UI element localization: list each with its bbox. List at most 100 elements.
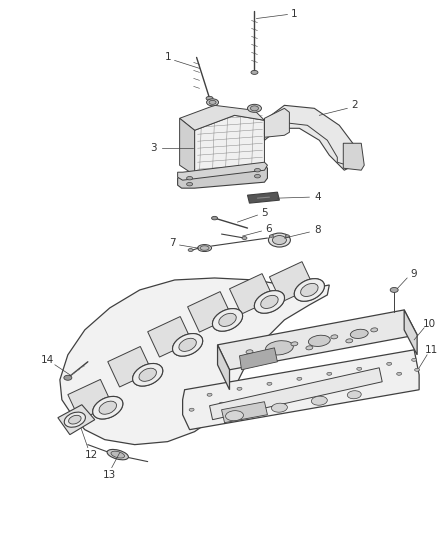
Ellipse shape (189, 408, 194, 411)
Ellipse shape (249, 397, 254, 400)
Text: 7: 7 (170, 238, 176, 248)
Polygon shape (180, 118, 194, 175)
Ellipse shape (212, 309, 243, 331)
Ellipse shape (251, 70, 258, 75)
Ellipse shape (246, 350, 253, 354)
Text: 4: 4 (314, 192, 321, 202)
Ellipse shape (212, 216, 218, 220)
Ellipse shape (297, 377, 302, 380)
Polygon shape (108, 346, 152, 387)
Ellipse shape (412, 358, 417, 361)
Ellipse shape (99, 401, 117, 415)
Text: 5: 5 (261, 208, 268, 218)
Polygon shape (60, 278, 329, 445)
Ellipse shape (111, 451, 124, 458)
Ellipse shape (294, 279, 325, 301)
Ellipse shape (339, 382, 344, 385)
Polygon shape (148, 317, 192, 357)
Ellipse shape (254, 290, 285, 313)
Ellipse shape (207, 393, 212, 396)
Ellipse shape (247, 104, 261, 112)
Polygon shape (240, 348, 277, 370)
Ellipse shape (369, 377, 374, 380)
Ellipse shape (133, 364, 163, 386)
Polygon shape (68, 379, 112, 420)
Ellipse shape (69, 415, 81, 424)
Ellipse shape (346, 339, 353, 343)
Polygon shape (222, 402, 268, 423)
Text: 11: 11 (424, 345, 438, 355)
Polygon shape (247, 192, 279, 203)
Ellipse shape (345, 146, 357, 165)
Ellipse shape (179, 338, 196, 351)
Polygon shape (183, 350, 419, 430)
Ellipse shape (387, 362, 392, 365)
Ellipse shape (93, 397, 123, 419)
Ellipse shape (133, 364, 163, 386)
Ellipse shape (206, 96, 213, 100)
Ellipse shape (331, 335, 338, 339)
Polygon shape (178, 162, 268, 180)
Polygon shape (404, 310, 417, 355)
Ellipse shape (308, 335, 330, 346)
Ellipse shape (209, 100, 216, 104)
Ellipse shape (254, 168, 261, 172)
Ellipse shape (237, 387, 242, 390)
Text: 2: 2 (351, 100, 357, 110)
Ellipse shape (261, 295, 278, 309)
Text: 14: 14 (41, 355, 54, 365)
Ellipse shape (207, 99, 219, 106)
Text: 3: 3 (150, 143, 157, 154)
Ellipse shape (265, 341, 293, 355)
Ellipse shape (173, 334, 203, 356)
Ellipse shape (300, 284, 318, 296)
Ellipse shape (261, 295, 279, 309)
Ellipse shape (357, 367, 362, 370)
Ellipse shape (251, 106, 258, 111)
Ellipse shape (219, 402, 224, 405)
Ellipse shape (371, 328, 378, 332)
Polygon shape (265, 106, 354, 170)
Polygon shape (265, 108, 290, 138)
Text: 10: 10 (423, 319, 436, 329)
Ellipse shape (347, 391, 361, 399)
Polygon shape (194, 115, 265, 175)
Ellipse shape (294, 279, 325, 301)
Ellipse shape (300, 283, 318, 297)
Ellipse shape (219, 313, 237, 327)
Ellipse shape (107, 449, 128, 460)
Ellipse shape (139, 368, 156, 381)
Ellipse shape (99, 401, 117, 414)
Polygon shape (178, 165, 268, 188)
Ellipse shape (306, 346, 313, 350)
Ellipse shape (242, 237, 247, 239)
Text: 12: 12 (85, 450, 99, 459)
Ellipse shape (350, 329, 368, 338)
Ellipse shape (179, 338, 197, 352)
Text: 1: 1 (291, 9, 298, 19)
Polygon shape (187, 292, 232, 332)
Text: 8: 8 (314, 225, 321, 235)
Ellipse shape (187, 182, 193, 186)
Ellipse shape (64, 375, 72, 380)
Ellipse shape (226, 410, 244, 421)
Ellipse shape (173, 334, 203, 356)
Ellipse shape (200, 246, 209, 251)
Ellipse shape (311, 396, 327, 405)
Ellipse shape (93, 397, 123, 419)
Ellipse shape (267, 382, 272, 385)
Polygon shape (230, 273, 274, 314)
Text: 9: 9 (411, 269, 417, 279)
Ellipse shape (286, 235, 290, 237)
Polygon shape (343, 143, 364, 170)
Ellipse shape (254, 290, 285, 313)
Text: 6: 6 (265, 224, 272, 234)
Ellipse shape (272, 403, 287, 412)
Ellipse shape (291, 342, 298, 346)
Ellipse shape (279, 392, 284, 395)
Ellipse shape (268, 233, 290, 247)
Ellipse shape (139, 368, 157, 382)
Ellipse shape (269, 235, 273, 237)
Ellipse shape (327, 372, 332, 375)
Ellipse shape (261, 353, 268, 357)
